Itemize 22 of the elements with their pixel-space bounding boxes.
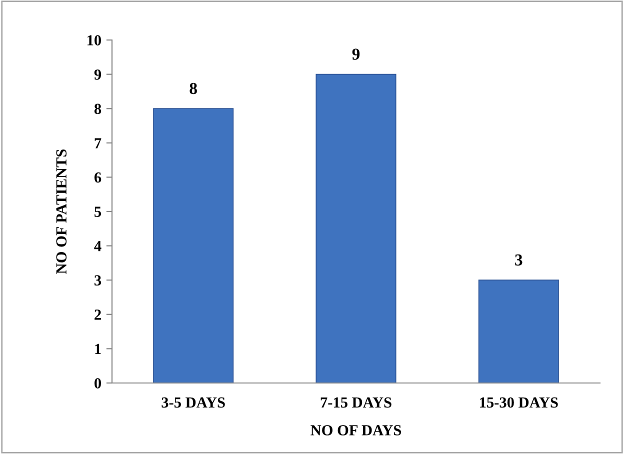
- y-tick-label: 2: [94, 310, 101, 320]
- y-tick-label: 8: [94, 104, 102, 114]
- data-label: 8: [190, 82, 197, 94]
- y-tick-label: 10: [88, 35, 101, 46]
- bar: [153, 108, 234, 383]
- y-tick-label: 1: [95, 344, 101, 354]
- x-axis-title: NO OF DAYS: [310, 425, 402, 436]
- x-tick-label: 7-15 DAYS: [320, 397, 392, 408]
- y-tick-label: 6: [94, 172, 102, 183]
- y-tick-label: 0: [94, 378, 101, 388]
- y-tick-label: 9: [94, 69, 102, 80]
- data-label: 3: [515, 254, 522, 266]
- y-tick-label: 5: [94, 206, 102, 217]
- y-tick-label: 7: [94, 138, 102, 148]
- y-tick-label: 4: [94, 241, 102, 252]
- bar: [316, 74, 396, 383]
- x-tick-label: 15-30 DAYS: [480, 397, 558, 408]
- data-label: 9: [352, 48, 360, 60]
- y-axis-title: NO OF PATIENTS: [56, 149, 67, 274]
- bar: [478, 280, 559, 383]
- x-tick-label: 3-5 DAYS: [162, 397, 225, 408]
- y-tick-label: 3: [94, 275, 102, 286]
